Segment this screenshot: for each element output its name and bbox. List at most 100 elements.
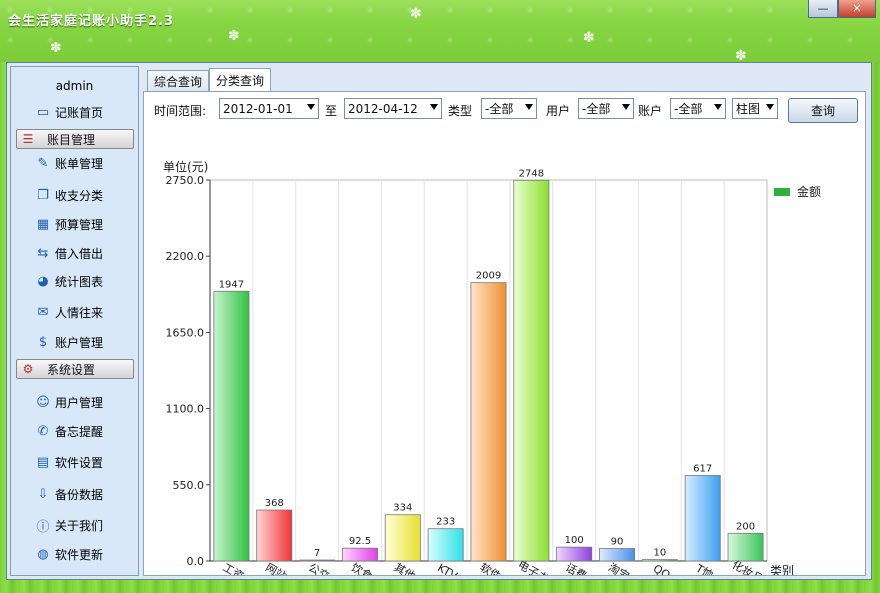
type-select[interactable]: -全部 — [481, 98, 537, 119]
windows-icon: ❐ — [37, 187, 49, 203]
sidebar-item-14[interactable]: ⓘ 关于我们 — [33, 514, 103, 536]
title-bar — [0, 0, 880, 62]
sidebar-item-label: 软件更新 — [55, 547, 104, 562]
data-label: 617 — [693, 464, 712, 475]
bar-其他 — [384, 514, 421, 562]
to-label: 至 — [325, 103, 338, 118]
app-title: 会生活家庭记账小助手2.3 — [8, 14, 175, 29]
end-date-picker[interactable]: 2012-04-12 — [344, 98, 442, 119]
data-label: 90 — [611, 537, 624, 548]
sidebar-item-11[interactable]: ✆ 备忘提醒 — [33, 420, 103, 442]
gears-icon: ⚙ — [22, 362, 34, 376]
bar-网站 — [256, 509, 293, 562]
user-select[interactable]: -全部 — [578, 98, 634, 119]
chevron-down-icon — [430, 104, 438, 110]
flower-decoration-icon: ✽ — [410, 6, 422, 22]
sidebar-item-10[interactable]: ☺ 用户管理 — [33, 391, 103, 413]
sidebar-item-13[interactable]: ⇩ 备份数据 — [33, 483, 103, 505]
x-tick-label: 话费 — [563, 561, 589, 575]
data-label: 92.5 — [349, 536, 371, 547]
bar-电子书 — [513, 179, 550, 562]
user-icon: ☺ — [36, 394, 50, 410]
account-select[interactable]: -全部 — [670, 98, 726, 119]
data-label: 233 — [436, 517, 455, 528]
sidebar-item-label: 备忘提醒 — [55, 424, 104, 439]
sidebar-item-label: 预算管理 — [55, 217, 104, 232]
y-tick-label: 1650.0 — [166, 326, 205, 339]
ledger-icon: ☰ — [22, 132, 34, 146]
sidebar-item-4[interactable]: ▦ 预算管理 — [33, 213, 103, 235]
chart-type-select[interactable]: 柱图 — [732, 98, 778, 119]
chart-type-value: 柱图 — [736, 102, 761, 116]
bar-工资 — [213, 290, 250, 562]
sidebar-item-2[interactable]: ✎ 账单管理 — [33, 152, 103, 174]
type-select-value: -全部 — [485, 102, 514, 116]
pie-chart-icon: ◕ — [37, 273, 49, 289]
y-tick-label: 0.0 — [187, 555, 205, 568]
time-range-label: 时间范围: — [154, 103, 207, 118]
user-select-value: -全部 — [582, 102, 611, 116]
sidebar-item-label: 统计图表 — [55, 274, 104, 289]
flower-decoration-icon: ✽ — [228, 28, 240, 44]
bar-KTV — [427, 528, 464, 562]
sidebar: admin ▭ 记账首页 ☰ 账目管理 ✎ 账单管理 ❐ 收支分类 ▦ 预算管理 ⇆ 借入借出 ◕ 统计图… — [10, 66, 139, 576]
tab-overall-query[interactable]: 综合查询 — [147, 70, 210, 92]
sidebar-item-15[interactable]: ◍ 软件更新 — [33, 543, 103, 565]
bar-话费 — [556, 546, 593, 562]
bar-淘宝 — [599, 548, 636, 562]
close-button[interactable]: ✕ — [838, 0, 876, 18]
chevron-down-icon — [622, 104, 630, 110]
data-label: 100 — [565, 535, 584, 546]
bar-软件 — [470, 282, 507, 562]
tab-category-query[interactable]: 分类查询 — [209, 68, 272, 92]
x-tick-label: QQ — [651, 562, 673, 575]
x-tick-label: 网站 — [263, 560, 289, 575]
start-date-picker[interactable]: 2012-01-01 — [219, 98, 319, 119]
flower-decoration-icon: ✽ — [50, 40, 62, 56]
y-tick-label: 1100.0 — [166, 403, 205, 416]
bar-公交 — [299, 559, 336, 562]
data-label: 7 — [314, 548, 320, 559]
globe-icon: ◍ — [37, 546, 49, 562]
sidebar-item-0[interactable]: ▭ 记账首页 — [33, 101, 103, 123]
minimize-button[interactable]: — — [808, 0, 838, 18]
flower-decoration-icon: ✽ — [583, 30, 595, 46]
sidebar-item-8[interactable]: $ 账户管理 — [33, 331, 103, 353]
query-button[interactable]: 查询 — [788, 98, 858, 123]
chevron-down-icon — [307, 104, 315, 110]
chevron-down-icon — [766, 104, 774, 110]
tab-bar: 综合查询 分类查询 — [147, 68, 272, 92]
sidebar-item-12[interactable]: ▤ 软件设置 — [33, 451, 103, 473]
sidebar-item-label: 用户管理 — [55, 395, 104, 410]
sidebar-item-label: 关于我们 — [55, 518, 104, 533]
sidebar-item-label: 人情往来 — [55, 305, 104, 320]
y-tick-label: 2750.0 — [166, 174, 205, 187]
sidebar-item-9[interactable]: ⚙ 系统设置 — [16, 359, 134, 379]
x-tick-label: 淘宝 — [606, 560, 632, 575]
memo-icon: ✆ — [37, 423, 49, 439]
bar-chart: 单位(元) 类别 金额 0.0 550.0 1100.0 1650.0 2200.0 27… — [163, 159, 821, 575]
chevron-down-icon — [714, 104, 722, 110]
sidebar-item-label: 软件设置 — [55, 455, 104, 470]
data-label: 334 — [393, 503, 412, 514]
bar-化妆品 — [727, 532, 764, 562]
chevron-down-icon — [525, 104, 533, 110]
sidebar-item-1[interactable]: ☰ 账目管理 — [16, 129, 134, 149]
data-label: 200 — [736, 521, 755, 532]
sidebar-item-3[interactable]: ❐ 收支分类 — [33, 184, 103, 206]
sidebar-item-7[interactable]: ✉ 人情往来 — [33, 301, 103, 323]
bar-饮食 — [341, 547, 378, 562]
x-tick-label: 公交 — [306, 560, 332, 575]
account-label: 账户 — [638, 103, 663, 118]
current-user: admin — [55, 79, 94, 93]
x-tick-label: 工资 — [220, 561, 246, 575]
gift-icon: ✉ — [37, 304, 49, 320]
sidebar-item-5[interactable]: ⇆ 借入借出 — [33, 242, 103, 264]
type-label: 类型 — [448, 103, 473, 118]
data-label: 2009 — [476, 271, 501, 282]
x-tick-label: KTV — [435, 561, 460, 575]
y-tick-label: 550.0 — [173, 479, 205, 492]
bar-T恤 — [684, 475, 721, 562]
sidebar-item-label: 账单管理 — [55, 156, 104, 171]
sidebar-item-6[interactable]: ◕ 统计图表 — [33, 270, 103, 292]
